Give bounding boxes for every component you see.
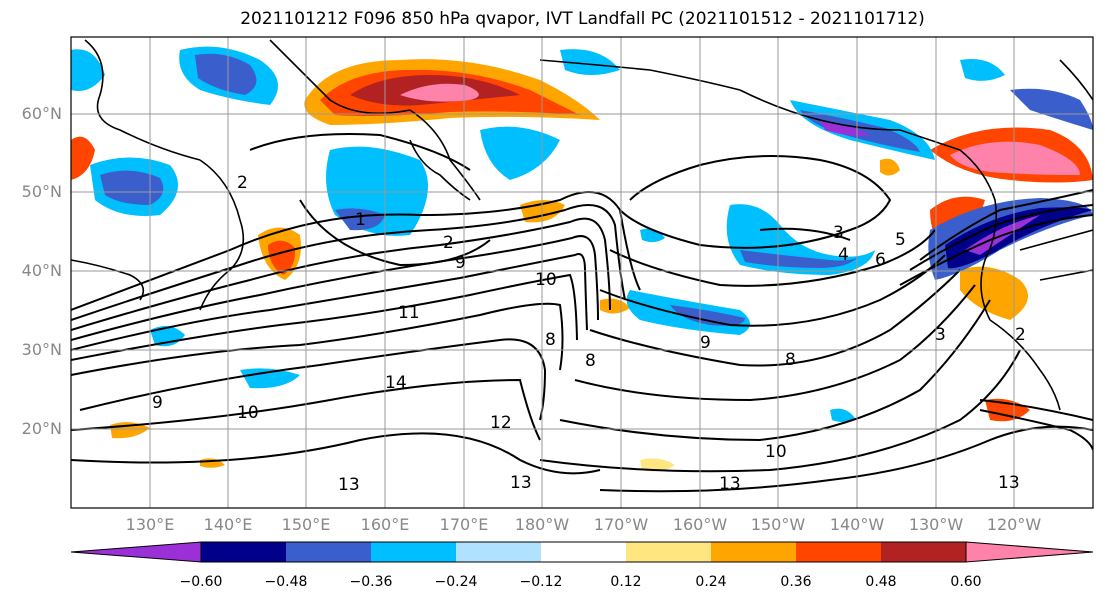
contour-label: 13 (510, 473, 532, 493)
ivt-contours (71, 133, 1093, 493)
contour-label: 2 (237, 173, 248, 193)
contour-label: 14 (385, 373, 407, 393)
map-plot-area: 2 2 1 8 9 11 14 12 13 13 8 8 10 13 10 13… (71, 37, 1093, 508)
colorbar-tick-label: −0.24 (434, 574, 478, 590)
contour-label: 10 (237, 403, 259, 423)
contour-label: 13 (719, 474, 741, 494)
lat-label: 40°N (21, 261, 62, 280)
lat-label: 20°N (21, 419, 62, 438)
contour-label: 10 (765, 442, 787, 462)
colorbar-tick-label: 0.36 (780, 574, 812, 590)
contour-labels: 2 2 1 8 9 11 14 12 13 13 8 8 10 13 10 13… (152, 173, 1026, 495)
graticule (71, 37, 1093, 508)
colorbar-bin (881, 542, 966, 562)
contour-label: 12 (490, 413, 512, 433)
lon-label: 130°W (908, 515, 964, 534)
lon-label: 150°E (281, 515, 331, 534)
map-title: 2021101212 F096 850 hPa qvapor, IVT Land… (240, 9, 925, 29)
colorbar-tick-label: −0.36 (349, 574, 393, 590)
colorbar-tick-label: 0.48 (865, 574, 897, 590)
contour-label: 13 (338, 475, 360, 495)
contour-label: 6 (875, 250, 886, 270)
colorbar-tick-label: 0.12 (610, 574, 642, 590)
lon-label: 160°W (672, 515, 728, 534)
colorbar-bin (201, 542, 286, 562)
contour-label: 9 (455, 253, 466, 273)
colorbar-tick-label: 0.24 (695, 574, 727, 590)
lon-label: 140°W (829, 515, 885, 534)
colorbar-bin (286, 542, 371, 562)
colorbar (70, 541, 1094, 563)
colorbar-tick-label: −0.12 (519, 574, 563, 590)
lon-label: 130°E (125, 515, 175, 534)
lon-label: 150°W (750, 515, 806, 534)
contour-label: 2 (443, 233, 454, 253)
contour-label: 1 (355, 210, 366, 230)
lon-label: 170°W (593, 515, 649, 534)
lon-label: 180°W (514, 515, 570, 534)
colorbar-tick-label: −0.48 (264, 574, 308, 590)
coastlines (71, 39, 1093, 411)
colorbar-tick-label: −0.60 (179, 574, 223, 590)
contour-label: 9 (700, 333, 711, 353)
contour-label: 10 (535, 270, 557, 290)
colorbar-bin (796, 542, 881, 562)
lon-label: 140°E (203, 515, 253, 534)
lat-label: 30°N (21, 340, 62, 359)
lon-label: 170°E (439, 515, 489, 534)
contour-label: 3 (935, 325, 946, 345)
contour-label: 11 (398, 303, 420, 323)
contour-label: 13 (998, 473, 1020, 493)
contour-label: 8 (545, 330, 556, 350)
colorbar-tick-label: 0.60 (950, 574, 982, 590)
map-frame (70, 36, 1094, 509)
colorbar-bin (371, 542, 456, 562)
contour-label: 9 (152, 393, 163, 413)
contour-label: 8 (585, 351, 596, 371)
colorbar-bin (541, 542, 626, 562)
colorbar-bin (626, 542, 711, 562)
colorbar-bin (711, 542, 796, 562)
colorbar-extend-right (965, 541, 1094, 563)
lon-label: 120°W (986, 515, 1042, 534)
contour-label: 5 (895, 230, 906, 250)
colorbar-extend-left (70, 541, 202, 563)
colorbar-bin (456, 542, 541, 562)
contour-label: 3 (833, 223, 844, 243)
contour-label: 8 (785, 350, 796, 370)
lon-label: 160°E (360, 515, 410, 534)
contour-label: 2 (1015, 325, 1026, 345)
lat-label: 50°N (21, 182, 62, 201)
contour-label: 4 (838, 245, 849, 265)
lat-label: 60°N (21, 104, 62, 123)
